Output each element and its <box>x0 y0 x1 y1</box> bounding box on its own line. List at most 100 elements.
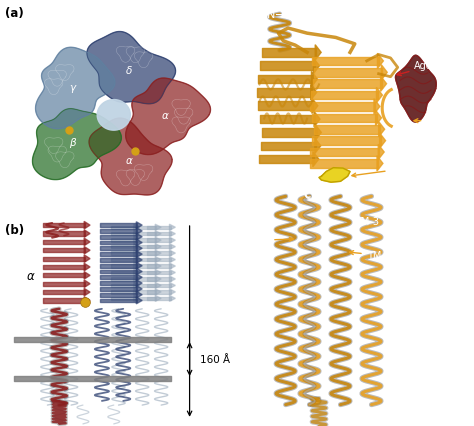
Polygon shape <box>89 119 172 196</box>
Text: C-loop: C-loop <box>407 133 438 144</box>
Polygon shape <box>381 77 387 92</box>
Polygon shape <box>134 250 140 256</box>
Polygon shape <box>379 122 384 138</box>
Polygon shape <box>169 257 175 263</box>
Polygon shape <box>134 296 140 302</box>
Polygon shape <box>84 255 90 263</box>
Polygon shape <box>395 56 436 123</box>
Polygon shape <box>313 59 319 74</box>
Text: (b): (b) <box>5 224 24 236</box>
Polygon shape <box>169 238 175 244</box>
Text: TM-1: TM-1 <box>245 206 269 216</box>
Polygon shape <box>315 46 321 61</box>
Polygon shape <box>311 72 318 87</box>
Text: N: N <box>266 10 275 20</box>
Polygon shape <box>136 228 142 235</box>
Polygon shape <box>136 239 142 246</box>
Polygon shape <box>169 244 175 250</box>
Polygon shape <box>319 168 350 183</box>
Polygon shape <box>84 264 90 271</box>
Polygon shape <box>155 225 161 231</box>
Polygon shape <box>312 99 318 114</box>
Polygon shape <box>36 48 115 130</box>
Polygon shape <box>136 245 142 252</box>
Polygon shape <box>136 234 142 241</box>
Polygon shape <box>374 100 380 115</box>
Polygon shape <box>136 222 142 229</box>
Polygon shape <box>169 270 175 276</box>
Polygon shape <box>134 257 140 263</box>
Polygon shape <box>84 239 90 246</box>
Polygon shape <box>134 270 140 276</box>
Text: α: α <box>161 111 168 121</box>
Polygon shape <box>134 244 140 250</box>
Text: C: C <box>305 191 312 201</box>
Polygon shape <box>134 289 140 295</box>
Polygon shape <box>134 283 140 289</box>
Text: Cys-loop: Cys-loop <box>352 163 432 178</box>
Polygon shape <box>97 101 130 131</box>
Polygon shape <box>136 274 142 281</box>
Polygon shape <box>84 272 90 279</box>
Polygon shape <box>155 296 161 302</box>
Polygon shape <box>87 32 175 104</box>
Text: TM-2: TM-2 <box>245 236 293 246</box>
Polygon shape <box>136 257 142 264</box>
Polygon shape <box>84 230 90 238</box>
Polygon shape <box>155 238 161 244</box>
Polygon shape <box>315 139 321 154</box>
Polygon shape <box>315 125 321 141</box>
Polygon shape <box>380 134 385 149</box>
Polygon shape <box>134 238 140 244</box>
Polygon shape <box>314 112 320 127</box>
Text: TM-4: TM-4 <box>349 250 391 261</box>
Polygon shape <box>169 276 175 282</box>
Polygon shape <box>136 268 142 275</box>
Text: β: β <box>69 138 76 148</box>
Polygon shape <box>155 263 161 269</box>
Text: Agonist: Agonist <box>397 61 451 76</box>
Polygon shape <box>84 280 90 288</box>
Polygon shape <box>33 109 121 180</box>
Text: C: C <box>303 190 310 200</box>
Polygon shape <box>155 257 161 263</box>
Polygon shape <box>134 276 140 282</box>
Text: γ: γ <box>70 83 75 93</box>
Polygon shape <box>134 225 140 231</box>
Polygon shape <box>169 225 175 231</box>
Polygon shape <box>155 270 161 276</box>
Polygon shape <box>84 247 90 254</box>
Polygon shape <box>169 231 175 237</box>
Polygon shape <box>310 86 317 101</box>
Polygon shape <box>134 263 140 269</box>
Polygon shape <box>155 231 161 237</box>
Polygon shape <box>155 244 161 250</box>
Polygon shape <box>136 297 142 304</box>
Polygon shape <box>155 289 161 295</box>
Polygon shape <box>84 297 90 305</box>
Text: TM-3: TM-3 <box>355 216 379 227</box>
Polygon shape <box>169 263 175 269</box>
Polygon shape <box>84 222 90 229</box>
Polygon shape <box>169 296 175 302</box>
Polygon shape <box>313 152 319 167</box>
Text: 160 Å: 160 Å <box>200 354 230 364</box>
Text: (a): (a) <box>5 6 24 20</box>
Polygon shape <box>169 283 175 289</box>
Polygon shape <box>381 66 387 81</box>
Polygon shape <box>155 276 161 282</box>
Polygon shape <box>136 251 142 258</box>
Polygon shape <box>136 280 142 287</box>
Polygon shape <box>126 79 210 155</box>
Polygon shape <box>84 289 90 296</box>
Polygon shape <box>169 250 175 256</box>
Text: α: α <box>126 155 133 165</box>
Polygon shape <box>134 231 140 237</box>
Polygon shape <box>169 289 175 295</box>
Text: δ: δ <box>126 66 133 76</box>
Text: α: α <box>27 269 35 282</box>
Polygon shape <box>155 283 161 289</box>
Polygon shape <box>375 111 382 126</box>
Polygon shape <box>155 250 161 256</box>
Text: (c): (c) <box>245 11 263 23</box>
